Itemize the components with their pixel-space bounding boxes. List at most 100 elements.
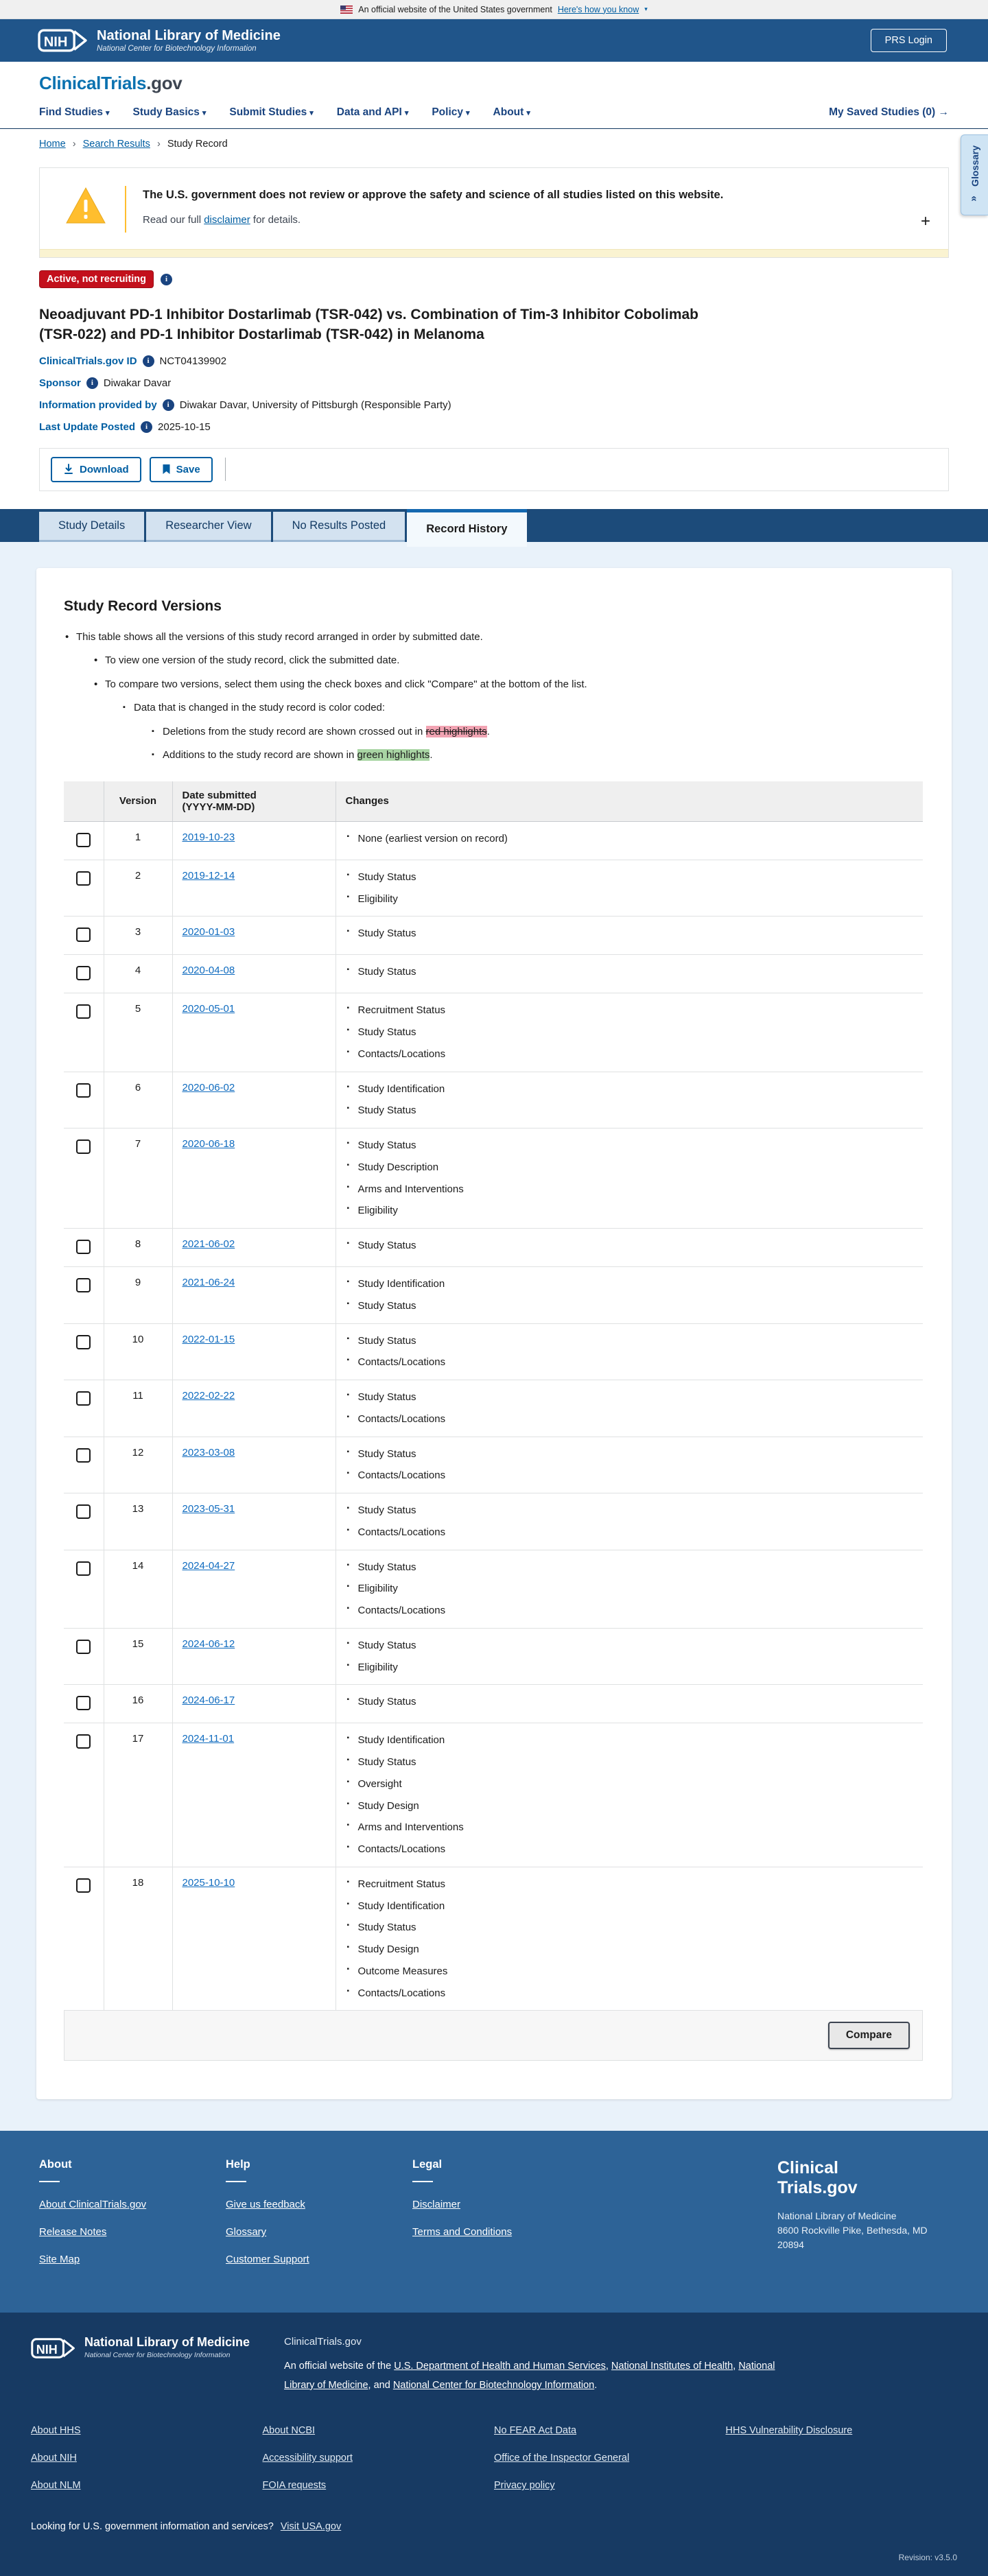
- agency-link-about-nlm[interactable]: About NLM: [31, 2480, 81, 2492]
- date-link[interactable]: 2021-06-24: [182, 1277, 235, 1289]
- date-link[interactable]: 2024-11-01: [182, 1733, 235, 1745]
- date-link[interactable]: 2020-05-01: [182, 1003, 235, 1015]
- agency-link-about-hhs[interactable]: About HHS: [31, 2425, 81, 2437]
- nav-item-submit-studies[interactable]: Submit Studies ▾: [229, 106, 313, 119]
- nav-item-study-basics[interactable]: Study Basics ▾: [133, 106, 207, 119]
- version-cell: 17: [104, 1723, 173, 1867]
- nlm-org-name: National Library of Medicine: [97, 28, 281, 43]
- date-link[interactable]: 2021-06-02: [182, 1238, 235, 1251]
- hhs-link[interactable]: U.S. Department of Health and Human Serv…: [394, 2361, 606, 2372]
- my-saved-studies-link[interactable]: My Saved Studies (0) →: [829, 106, 949, 119]
- nav-item-data-and-api[interactable]: Data and API ▾: [337, 106, 409, 119]
- tab-study-details[interactable]: Study Details: [39, 511, 147, 542]
- footer-link-disclaimer[interactable]: Disclaimer: [412, 2199, 461, 2211]
- date-link[interactable]: 2022-02-22: [182, 1390, 235, 1402]
- tab-researcher-view[interactable]: Researcher View: [146, 511, 273, 542]
- version-checkbox[interactable]: [76, 927, 91, 943]
- footer-link-terms-and-conditions[interactable]: Terms and Conditions: [412, 2226, 513, 2238]
- footer-link-give-us-feedback[interactable]: Give us feedback: [226, 2199, 305, 2211]
- tab-record-history[interactable]: Record History: [407, 508, 527, 547]
- nlm-footer-logo[interactable]: NIH National Library of Medicine Nationa…: [31, 2335, 250, 2395]
- version-checkbox[interactable]: [76, 966, 91, 981]
- agency-link-office-of-the-inspector-general[interactable]: Office of the Inspector General: [494, 2453, 630, 2464]
- visit-usa-gov-link[interactable]: Visit USA.gov: [280, 2521, 342, 2533]
- field-value: Diwakar Davar, University of Pittsburgh …: [179, 399, 451, 411]
- info-icon[interactable]: i: [141, 421, 153, 433]
- footer-link-item: Terms and Conditions: [412, 2226, 599, 2238]
- change-item: Outcome Measures: [346, 1964, 914, 1979]
- changes-cell: Recruitment Status Study Identification St…: [336, 1867, 923, 2011]
- footer-link-release-notes[interactable]: Release Notes: [39, 2226, 107, 2238]
- date-link[interactable]: 2024-06-12: [182, 1638, 235, 1650]
- date-link[interactable]: 2023-03-08: [182, 1446, 235, 1458]
- info-icon[interactable]: i: [161, 273, 173, 285]
- nav-item-about[interactable]: About ▾: [493, 106, 530, 119]
- version-checkbox[interactable]: [76, 1504, 91, 1520]
- version-checkbox[interactable]: [76, 1139, 91, 1155]
- version-checkbox[interactable]: [76, 1447, 91, 1463]
- ncbi-link[interactable]: National Center for Biotechnology Inform…: [392, 2379, 595, 2391]
- version-row: 6 2020-06-02 Study Identification Study S…: [64, 1072, 923, 1129]
- footer-link-about-clinicaltrials-gov[interactable]: About ClinicalTrials.gov: [39, 2199, 147, 2211]
- nav-item-find-studies[interactable]: Find Studies ▾: [39, 106, 110, 119]
- tab-no-results-posted[interactable]: No Results Posted: [272, 511, 408, 542]
- agency-link-item: No FEAR Act Data: [494, 2425, 726, 2436]
- footer-link-customer-support[interactable]: Customer Support: [226, 2254, 309, 2266]
- info-icon[interactable]: i: [86, 377, 98, 389]
- breadcrumb-search-results-link[interactable]: Search Results: [82, 139, 150, 150]
- date-link[interactable]: 2020-06-02: [182, 1081, 235, 1094]
- version-checkbox[interactable]: [76, 1734, 91, 1749]
- agency-link-hhs-vulnerability-disclosure[interactable]: HHS Vulnerability Disclosure: [725, 2425, 853, 2437]
- date-link[interactable]: 2022-01-15: [182, 1333, 235, 1345]
- compare-button[interactable]: Compare: [827, 2022, 910, 2050]
- disclaimer-link[interactable]: disclaimer: [204, 214, 250, 226]
- agency-link-foia-requests[interactable]: FOIA requests: [262, 2480, 327, 2492]
- agency-link-about-nih[interactable]: About NIH: [31, 2453, 77, 2464]
- version-checkbox[interactable]: [76, 1240, 91, 1255]
- version-checkbox[interactable]: [76, 1334, 91, 1349]
- agency-link-privacy-policy[interactable]: Privacy policy: [494, 2480, 555, 2492]
- version-checkbox[interactable]: [76, 1083, 91, 1098]
- version-checkbox[interactable]: [76, 1639, 91, 1654]
- info-icon[interactable]: i: [162, 399, 174, 411]
- how-you-know-link[interactable]: Here's how you know: [557, 4, 639, 14]
- version-checkbox[interactable]: [76, 1878, 91, 1893]
- version-checkbox[interactable]: [76, 871, 91, 886]
- version-checkbox[interactable]: [76, 1561, 91, 1576]
- glossary-side-tab[interactable]: Glossary «: [961, 134, 988, 215]
- date-link[interactable]: 2025-10-10: [182, 1876, 235, 1889]
- clinicaltrials-logo[interactable]: ClinicalTrials.gov: [39, 73, 949, 94]
- date-link[interactable]: 2019-12-14: [182, 869, 235, 882]
- info-icon[interactable]: i: [142, 355, 154, 367]
- version-checkbox[interactable]: [76, 1278, 91, 1293]
- footer-link-site-map[interactable]: Site Map: [39, 2254, 80, 2266]
- date-link[interactable]: 2020-04-08: [182, 965, 235, 977]
- date-link[interactable]: 2020-01-03: [182, 926, 235, 938]
- date-link[interactable]: 2019-10-23: [182, 831, 235, 843]
- date-link[interactable]: 2024-06-17: [182, 1694, 235, 1707]
- date-link[interactable]: 2023-05-31: [182, 1503, 235, 1515]
- glossary-tab-label: Glossary: [969, 145, 980, 187]
- agency-link-item: About NCBI: [263, 2425, 495, 2436]
- download-button[interactable]: Download: [51, 456, 141, 482]
- agency-link-accessibility-support[interactable]: Accessibility support: [262, 2453, 353, 2464]
- breadcrumb-home-link[interactable]: Home: [39, 139, 66, 150]
- nav-item-policy[interactable]: Policy ▾: [432, 106, 469, 119]
- footer-link-glossary[interactable]: Glossary: [226, 2226, 267, 2238]
- date-link[interactable]: 2020-06-18: [182, 1138, 235, 1150]
- date-link[interactable]: 2024-04-27: [182, 1559, 235, 1572]
- nih-link[interactable]: National Institutes of Health: [611, 2361, 733, 2372]
- agency-link-about-ncbi[interactable]: About NCBI: [262, 2425, 316, 2437]
- save-button[interactable]: Save: [149, 456, 213, 482]
- nlm-logo[interactable]: NIH National Library of Medicine Nationa…: [38, 27, 281, 54]
- version-checkbox[interactable]: [76, 1391, 91, 1406]
- version-checkbox[interactable]: [76, 832, 91, 847]
- version-checkbox[interactable]: [76, 1696, 91, 1711]
- change-item: Study Design: [346, 1942, 914, 1957]
- agency-link-no-fear-act-data[interactable]: No FEAR Act Data: [494, 2425, 577, 2437]
- checkbox-cell: [64, 1323, 104, 1381]
- expand-plus-icon[interactable]: +: [920, 212, 930, 231]
- prs-login-button[interactable]: PRS Login: [870, 29, 947, 52]
- changes-list: Study Identification Study Status: [346, 1277, 914, 1314]
- version-checkbox[interactable]: [76, 1004, 91, 1019]
